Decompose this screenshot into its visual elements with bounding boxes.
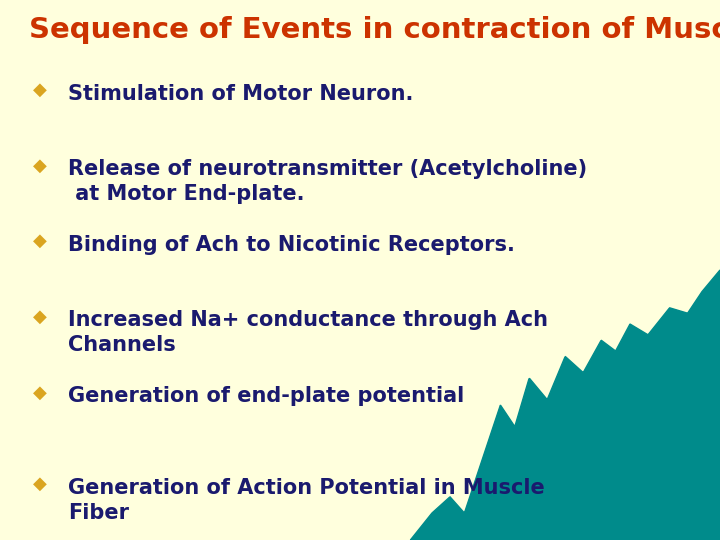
Text: Sequence of Events in contraction of Muscle: Sequence of Events in contraction of Mus…: [29, 16, 720, 44]
Text: Release of neurotransmitter (Acetylcholine)
 at Motor End-plate.: Release of neurotransmitter (Acetylcholi…: [68, 159, 588, 204]
Text: ◆: ◆: [32, 232, 47, 250]
Text: ◆: ◆: [32, 475, 47, 493]
Text: ◆: ◆: [32, 308, 47, 326]
Text: ◆: ◆: [32, 157, 47, 174]
Text: ◆: ◆: [32, 81, 47, 99]
Text: Binding of Ach to Nicotinic Receptors.: Binding of Ach to Nicotinic Receptors.: [68, 235, 516, 255]
Text: ◆: ◆: [32, 383, 47, 401]
Text: Stimulation of Motor Neuron.: Stimulation of Motor Neuron.: [68, 84, 414, 104]
Text: Increased Na+ conductance through Ach
Channels: Increased Na+ conductance through Ach Ch…: [68, 310, 549, 355]
Text: Generation of Action Potential in Muscle
Fiber: Generation of Action Potential in Muscle…: [68, 478, 545, 523]
Polygon shape: [410, 270, 720, 540]
Text: Generation of end-plate potential: Generation of end-plate potential: [68, 386, 464, 406]
